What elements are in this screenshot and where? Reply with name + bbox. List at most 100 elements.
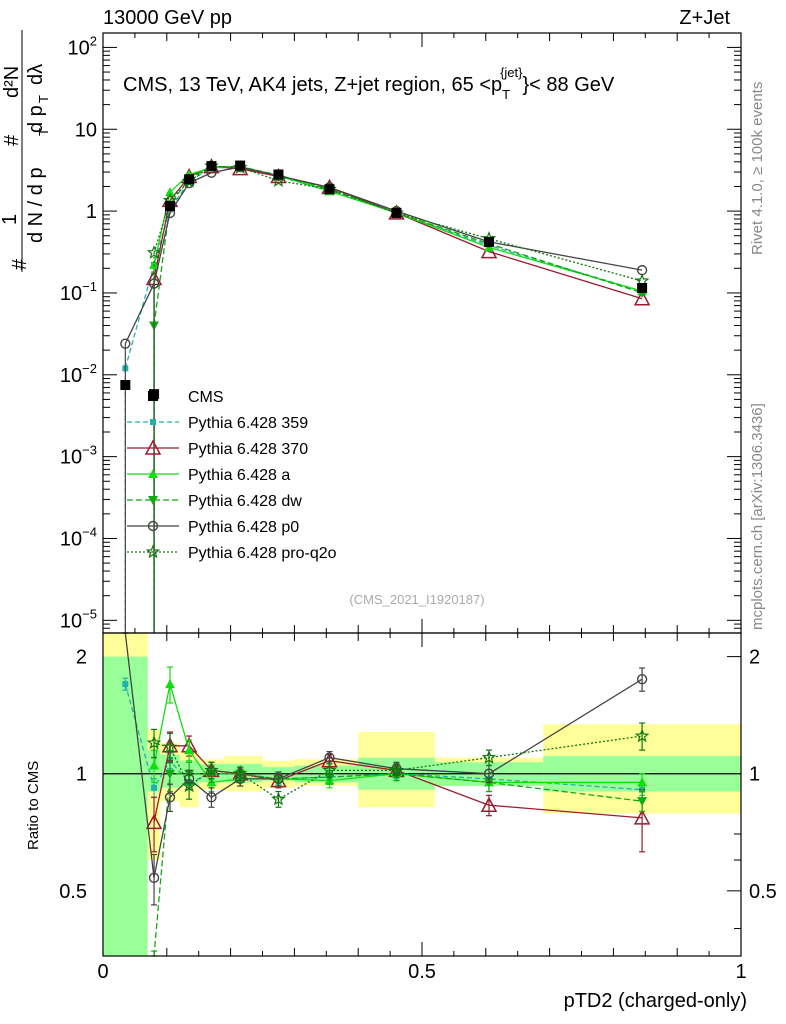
legend-label: CMS bbox=[188, 389, 224, 406]
ratio-point bbox=[204, 762, 219, 777]
y-tick-label: 1 bbox=[86, 201, 97, 223]
ratio-point bbox=[148, 872, 160, 884]
legend-label: Pythia 6.428 dw bbox=[188, 493, 302, 510]
legend: CMS Pythia 6.428 359 Pythia 6.428 370 Pythi… bbox=[127, 389, 337, 562]
data-point bbox=[120, 380, 131, 391]
series-point bbox=[164, 187, 175, 197]
svg-text:#: # bbox=[9, 258, 31, 270]
legend-marker bbox=[148, 496, 158, 505]
ratio-point bbox=[181, 778, 197, 793]
ratio-point bbox=[162, 739, 178, 754]
process-label: Z+Jet bbox=[679, 7, 730, 29]
ratio-plot bbox=[103, 632, 741, 957]
series-line bbox=[124, 166, 643, 344]
plot-title: CMS, 13 TeV, AK4 jets, Z+jet region, 65 … bbox=[123, 65, 615, 102]
ratio-band-green bbox=[103, 656, 148, 956]
legend-label: Pythia 6.428 p0 bbox=[188, 519, 299, 536]
legend-entry: Pythia 6.428 370 bbox=[127, 439, 308, 458]
ratio-point bbox=[164, 679, 175, 689]
ratio-point bbox=[146, 735, 162, 750]
ratio-point bbox=[232, 766, 248, 780]
ratio-point bbox=[184, 745, 195, 755]
ratio-point bbox=[270, 772, 287, 788]
ratio-point bbox=[637, 797, 648, 807]
legend-entry: Pythia 6.428 p0 bbox=[127, 519, 299, 536]
series-point bbox=[120, 338, 131, 349]
series-point bbox=[633, 290, 651, 306]
axis-ticks: 10−5 10−4 10−3 10−2 10−1 1 10 102 0 0.5 1 0.5 0.5 1 1 2… bbox=[59, 33, 777, 983]
svg-text:dλ: dλ bbox=[25, 64, 47, 85]
ratio-frame bbox=[102, 632, 742, 957]
ratio-point bbox=[483, 768, 495, 779]
energy-label: 13000 GeV pp bbox=[103, 7, 232, 29]
ratio-point bbox=[634, 728, 650, 743]
data-point bbox=[206, 161, 217, 172]
series-line bbox=[153, 165, 643, 326]
data-point bbox=[164, 201, 175, 212]
ratio-point bbox=[389, 762, 404, 777]
series-point bbox=[146, 245, 162, 259]
data-point bbox=[324, 184, 335, 195]
legend-label: Pythia 6.428 359 bbox=[188, 415, 308, 432]
legend-marker bbox=[148, 391, 158, 401]
data-point bbox=[637, 282, 648, 293]
ratio-point bbox=[122, 681, 129, 688]
ratio-point bbox=[637, 777, 648, 787]
ratio-point bbox=[145, 813, 163, 830]
series-cms-data bbox=[120, 160, 648, 400]
ratio-point bbox=[322, 762, 337, 777]
data-point bbox=[273, 169, 284, 180]
data-point bbox=[391, 207, 402, 218]
svg-text:d²N: d²N bbox=[1, 66, 23, 98]
y-tick-label: 102 bbox=[68, 33, 97, 59]
legend-marker bbox=[147, 520, 159, 532]
x-axis-label: pTD2 (charged-only) bbox=[564, 990, 747, 1012]
data-point bbox=[184, 174, 195, 185]
legend-entry: Pythia 6.428 dw bbox=[127, 493, 302, 510]
ratio-point bbox=[151, 784, 158, 791]
legend-label: Pythia 6.428 pro-q2o bbox=[188, 545, 337, 562]
ratio-point bbox=[633, 809, 651, 825]
x-tick-label: 0 bbox=[97, 961, 108, 983]
svg-text:#: # bbox=[1, 134, 23, 146]
series-line bbox=[124, 166, 643, 369]
legend-marker bbox=[148, 469, 158, 478]
legend-entry: Pythia 6.428 a bbox=[127, 467, 290, 484]
ratio-tick-label: 2 bbox=[76, 647, 87, 669]
series-line bbox=[153, 165, 643, 282]
svg-text:d p: d p bbox=[25, 105, 47, 133]
y-tick-label: 10−4 bbox=[60, 524, 97, 550]
svg-text:d N / d p: d N / d p bbox=[25, 167, 47, 243]
ratio-tick-label: 1 bbox=[76, 764, 87, 786]
ratio-point bbox=[149, 760, 160, 770]
ratio-tick-label: 0.5 bbox=[59, 881, 87, 903]
ratio-point bbox=[636, 673, 648, 685]
ratio-y-label: Ratio to CMS bbox=[25, 761, 42, 850]
legend-entry: Pythia 6.428 pro-q2o bbox=[127, 544, 337, 562]
ratio-point bbox=[164, 792, 176, 803]
legend-entry: CMS bbox=[148, 389, 224, 406]
series-line bbox=[153, 165, 643, 300]
data-point bbox=[235, 160, 246, 171]
svg-text:T: T bbox=[36, 128, 51, 136]
analysis-id: (CMS_2021_I1920187) bbox=[349, 592, 484, 607]
y-tick-label: 10−2 bbox=[60, 361, 97, 387]
main-plot: 10−5 10−4 10−3 10−2 10−1 1 10 102 0 0.5 1 0.5 0.5 1 1 2… bbox=[59, 33, 777, 983]
rivet-label: Rivet 4.1.0, ≥ 100k events bbox=[749, 82, 766, 255]
legend-marker bbox=[144, 439, 162, 455]
ratio-point bbox=[206, 792, 217, 803]
ratio-tick-label: 1 bbox=[749, 764, 760, 786]
data-point bbox=[483, 236, 494, 247]
legend-label: Pythia 6.428 a bbox=[188, 467, 290, 484]
ratio-point bbox=[273, 773, 284, 785]
legend-marker bbox=[150, 419, 156, 425]
ratio-point bbox=[164, 769, 175, 779]
ratio-line bbox=[153, 745, 643, 823]
main-frame bbox=[102, 32, 742, 634]
svg-text:1: 1 bbox=[0, 214, 21, 225]
svg-text:T: T bbox=[36, 95, 51, 103]
ratio-point bbox=[480, 796, 498, 812]
y-axis-label: # 1 d N / d p T # d p T d²N dλ bbox=[0, 30, 51, 272]
y-tick-label: 10−3 bbox=[60, 443, 97, 469]
